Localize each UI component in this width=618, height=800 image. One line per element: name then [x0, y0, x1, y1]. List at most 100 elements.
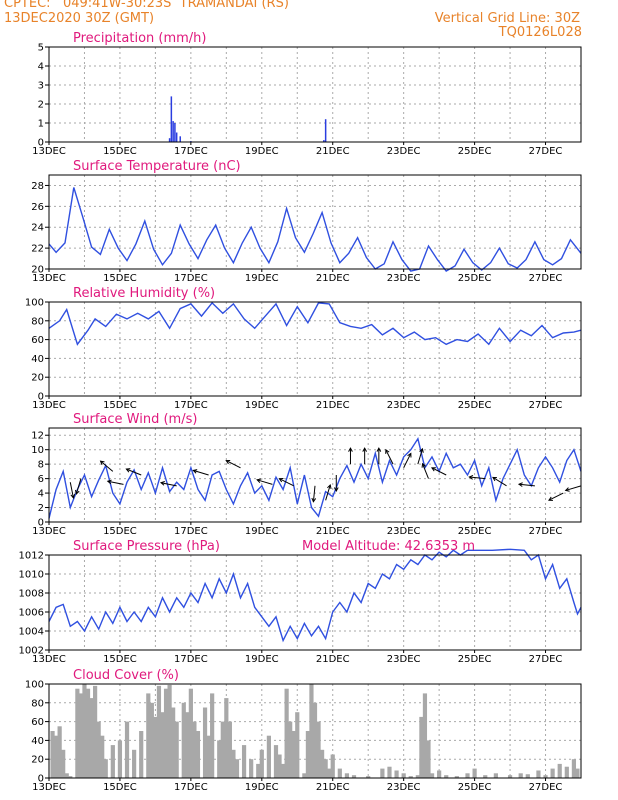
- xtick-label: 15DEC: [103, 400, 137, 411]
- bar-cloud: [75, 688, 80, 778]
- bar-cloud: [493, 773, 498, 778]
- bar-cloud: [351, 775, 357, 778]
- bar-cloud: [291, 731, 296, 778]
- xtick-label: 23DEC: [387, 146, 421, 157]
- ytick-label: 10: [31, 445, 44, 456]
- bar-cloud: [429, 773, 435, 778]
- bar-cloud: [415, 775, 420, 778]
- wind-arrow: [431, 467, 447, 476]
- xtick-label: 13DEC: [32, 654, 66, 665]
- bar-cloud: [380, 768, 385, 778]
- bar-cloud: [85, 688, 91, 778]
- wind-arrow-head: [278, 478, 284, 483]
- bar-cloud: [103, 759, 108, 778]
- header-coords: 049:41W-30:23S: [62, 0, 172, 11]
- bar-cloud: [93, 685, 98, 778]
- ytick-label: 4: [38, 489, 44, 500]
- ytick-label: 20: [31, 265, 44, 276]
- header-source: CPTEC:: [4, 0, 51, 11]
- ytick-label: 0: [38, 518, 44, 529]
- ytick-label: 20: [31, 755, 44, 766]
- wind-arrow-head: [327, 483, 332, 489]
- header-station: TRAMANDAI (RS): [179, 0, 289, 11]
- xtick-label: 13DEC: [32, 146, 66, 157]
- wind-arrow-head: [75, 489, 80, 495]
- bar-cloud: [146, 693, 151, 778]
- xtick-label: 17DEC: [174, 400, 208, 411]
- bar-cloud: [96, 721, 101, 778]
- header-grid-line: Vertical Grid Line: 30Z: [434, 11, 580, 26]
- panel-rh: 0 20 40 60 80 100 13DEC 15DEC 17DEC 19DEC 21DEC 23D…: [25, 286, 582, 411]
- panel-title: Precipitation (mm/h): [73, 31, 206, 46]
- bar-precip: [175, 132, 178, 142]
- bar-precip: [179, 136, 181, 142]
- bar-cloud: [89, 698, 94, 778]
- xtick-label: 21DEC: [316, 782, 350, 793]
- bar-cloud: [256, 763, 261, 778]
- bar-cloud: [518, 773, 523, 778]
- ytick-label: 100: [25, 298, 44, 309]
- bar-cloud: [139, 731, 144, 778]
- wind-arrow: [417, 448, 423, 465]
- panel-frame: [48, 174, 582, 270]
- wind-arrow: [193, 469, 209, 476]
- xtick-label: 27DEC: [529, 526, 563, 537]
- bar-cloud: [192, 721, 197, 778]
- series-line-wind: [48, 437, 582, 519]
- panel-cloud: 0 20 40 60 80 100 13DEC 15DEC 17DEC 19DEC 21DEC 23D…: [25, 668, 582, 793]
- wind-arrow: [126, 468, 142, 476]
- ytick-label: 1002: [19, 646, 44, 657]
- wind-arrow: [160, 482, 177, 487]
- ytick-label: 40: [31, 736, 44, 747]
- wind-arrow-head: [376, 447, 382, 452]
- ytick-label: 1012: [19, 551, 44, 562]
- wind-arrow: [256, 479, 273, 485]
- xtick-label: 27DEC: [529, 782, 563, 793]
- xtick-label: 27DEC: [529, 146, 563, 157]
- wind-arrow-head: [407, 452, 412, 458]
- panel-frame: [48, 46, 582, 143]
- wind-arrow: [548, 492, 564, 501]
- ytick-label: 2: [38, 100, 44, 111]
- ytick-label: 24: [31, 223, 44, 234]
- bar-cloud: [401, 773, 406, 778]
- bar-cloud: [259, 749, 264, 778]
- wind-arrow-head: [333, 487, 339, 493]
- xtick-label: 17DEC: [174, 146, 208, 157]
- xtick-label: 23DEC: [387, 526, 421, 537]
- bar-cloud: [472, 768, 477, 778]
- ytick-label: 20: [31, 373, 44, 384]
- bar-cloud: [220, 721, 225, 778]
- wind-arrow: [469, 476, 486, 480]
- bar-cloud: [273, 745, 279, 778]
- xtick-label: 27DEC: [529, 400, 563, 411]
- panel-title: Relative Humidity (%): [73, 286, 215, 301]
- wind-arrow: [518, 483, 535, 487]
- bar-cloud: [110, 745, 115, 778]
- xtick-label: 27DEC: [529, 654, 563, 665]
- xtick-label: 15DEC: [103, 146, 137, 157]
- bar-cloud: [163, 688, 169, 778]
- bar-cloud: [57, 726, 62, 778]
- ytick-label: 1004: [19, 627, 44, 638]
- bar-cloud: [330, 754, 335, 778]
- xtick-label: 17DEC: [174, 782, 208, 793]
- wind-arrow-head: [70, 493, 76, 499]
- bar-cloud: [337, 768, 342, 778]
- bar-cloud: [483, 775, 488, 778]
- wind-arrow-head: [348, 447, 353, 452]
- bar-cloud: [78, 693, 84, 778]
- xtick-label: 23DEC: [387, 400, 421, 411]
- wind-arrow-head: [159, 481, 165, 486]
- bar-cloud: [366, 776, 371, 778]
- xtick-label: 23DEC: [387, 654, 421, 665]
- ytick-label: 3: [38, 81, 44, 92]
- bar-cloud: [344, 773, 350, 778]
- bar-cloud: [288, 721, 293, 778]
- wind-arrow: [75, 478, 82, 495]
- panel-title: Surface Temperature (nC): [73, 159, 241, 174]
- wind-arrow: [565, 485, 582, 491]
- ytick-label: 6: [38, 474, 44, 485]
- bar-cloud: [231, 749, 236, 778]
- xtick-label: 15DEC: [103, 654, 137, 665]
